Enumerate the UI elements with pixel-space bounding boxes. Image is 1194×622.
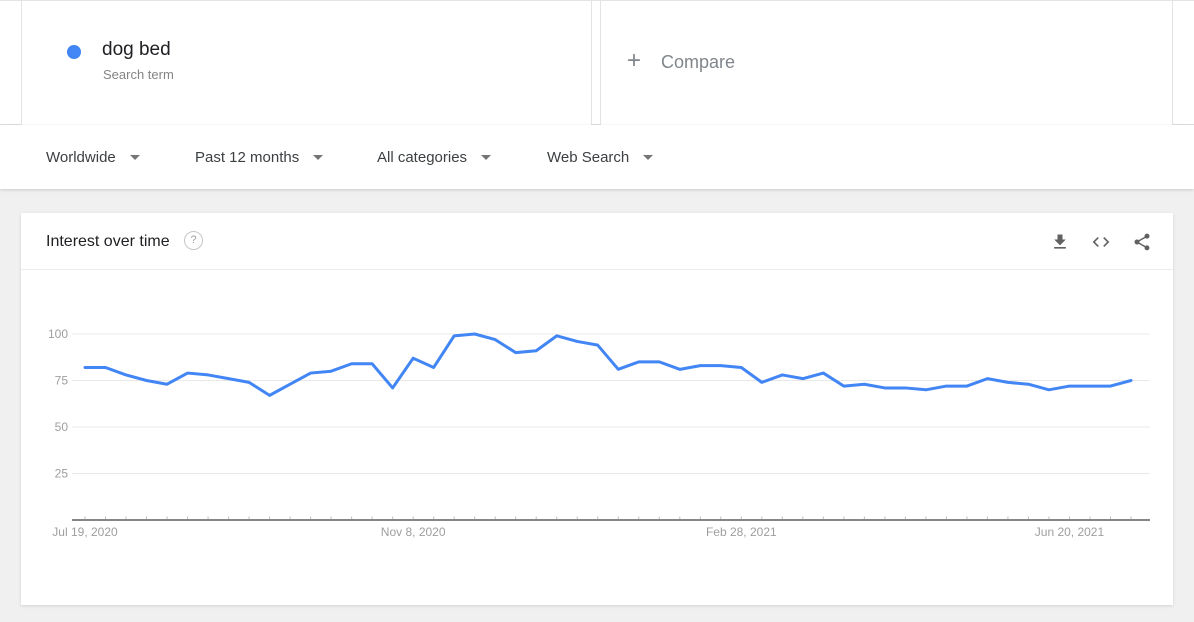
search-term-card[interactable]: dog bed Search term [21,1,592,125]
y-axis-tick-label: 50 [55,420,69,434]
x-axis-tick-label: Nov 8, 2020 [381,525,446,539]
embed-icon [1092,237,1110,247]
search-term-type-label: Search term [103,67,174,82]
x-axis-tick-label: Jun 20, 2021 [1035,525,1105,539]
share-icon [1134,233,1150,251]
search-term-text: dog bed [102,39,171,60]
geo-filter-dropdown[interactable]: Worldwide [46,125,140,189]
search-type-filter-dropdown[interactable]: Web Search [547,125,654,189]
time-range-filter-dropdown[interactable]: Past 12 months [195,125,324,189]
help-icon[interactable]: ? [184,231,203,250]
chevron-down-icon [481,154,492,160]
interest-over-time-widget: Interest over time ? 25 50 75 100 Jul 19, 20… [21,213,1173,605]
chevron-down-icon [313,154,324,160]
widget-header: Interest over time ? [21,213,1173,270]
chevron-down-icon [129,154,140,160]
series-color-dot-icon [67,45,81,59]
search-terms-header: dog bed Search term + Compare [0,0,1194,125]
widget-title: Interest over time [46,233,170,250]
widget-actions [1050,232,1152,252]
y-axis-tick-label: 75 [55,374,69,388]
interest-over-time-line-chart: 25 50 75 100 Jul 19, 2020 Nov 8, 2020 Feb 28, … [48,327,1150,539]
filter-bar: Worldwide Past 12 months All categories … [0,125,1194,189]
trend-line-series [83,332,1133,397]
geo-filter-label: Worldwide [46,148,116,166]
search-type-filter-label: Web Search [547,148,630,166]
compare-label: Compare [661,52,736,72]
download-icon [1054,234,1066,249]
y-axis-tick-label: 100 [48,327,68,341]
plus-icon: + [627,47,642,74]
add-comparison-button[interactable]: + Compare [600,1,1173,125]
share-button[interactable] [1132,232,1152,252]
chevron-down-icon [643,154,654,160]
category-filter-dropdown[interactable]: All categories [377,125,492,189]
time-range-filter-label: Past 12 months [195,148,300,166]
category-filter-label: All categories [377,148,468,166]
x-axis-tick-label: Jul 19, 2020 [52,525,118,539]
x-axis-tick-label: Feb 28, 2021 [706,525,777,539]
y-axis-tick-label: 25 [55,467,69,481]
embed-button[interactable] [1091,232,1111,252]
download-button[interactable] [1050,232,1070,252]
